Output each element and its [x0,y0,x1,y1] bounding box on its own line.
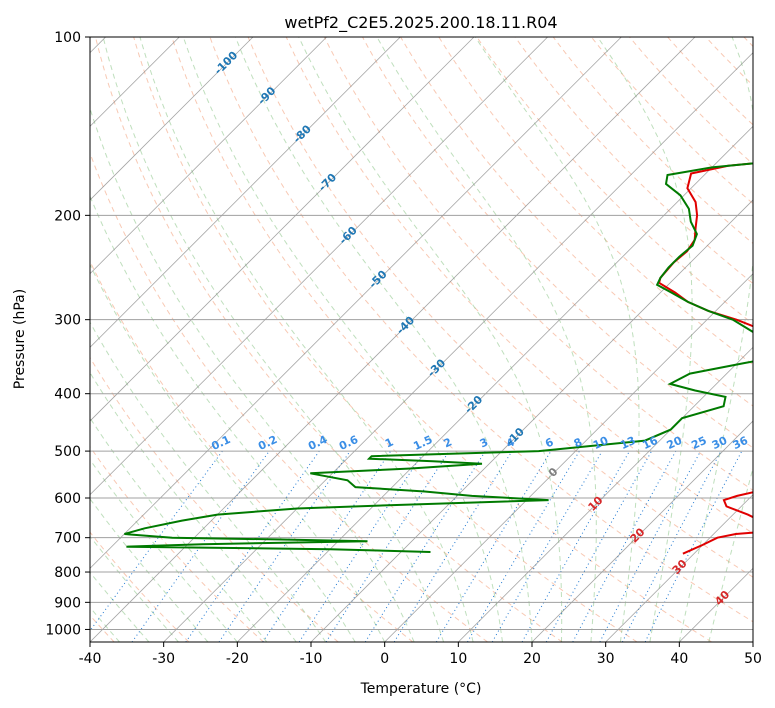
mixing-ratio-label: 36 [731,434,751,452]
x-tick-label: 30 [597,651,615,667]
mixing-ratio-line [218,450,351,642]
x-tick-label: 40 [670,651,688,667]
y-tick-label: 600 [54,491,81,507]
dry-adiabat [133,37,638,642]
isotherm [752,641,753,642]
mixing-ratio-line [467,450,580,642]
dry-adiabat [95,37,563,642]
dry-adiabat [323,37,753,491]
y-tick-label: 300 [54,313,81,329]
profiles [124,162,753,555]
mixing-ratio-line [364,450,486,642]
y-tick-label: 100 [54,30,81,46]
x-tick-label: -30 [152,651,175,667]
moist-adiabat [597,37,693,642]
dry-adiabat [90,356,339,642]
x-tick-label: 10 [449,651,467,667]
moist-adiabat [90,371,297,642]
y-tick-label: 1000 [45,622,81,638]
mixing-ratio-line [185,450,320,642]
dry-adiabat [438,37,753,366]
dewpoint-profile [124,162,753,553]
x-axis-label: Temperature (°C) [360,681,482,697]
isotherm [90,37,254,201]
moist-adiabat [90,106,415,642]
moist-adiabat [234,37,533,642]
mixing-ratio-line [521,450,630,642]
y-tick-label: 400 [54,387,81,403]
axes: -40 -30 -20 -10 0 10 20 30 40 50 100 200 300 400 500 60… [45,30,762,667]
isotherm [605,494,753,642]
mixing-ratio-line [572,450,677,642]
grid [90,37,753,642]
temperature-profile [657,162,753,555]
y-tick-label: 900 [54,595,81,611]
dry-adiabat [90,531,190,642]
x-tick-label: 20 [523,651,541,667]
mixing-ratio-label: 20 [665,434,685,452]
y-axis-label: Pressure (hPa) [12,289,28,389]
chart-title: wetPf2_C2E5.2025.200.18.11.R04 [284,13,557,33]
moist-adiabat [182,37,503,642]
dry-adiabat [400,37,753,407]
mixing-ratio-label: 25 [689,434,708,452]
mixing-ratio-label: 13 [618,434,637,452]
moist-adiabat [678,37,753,642]
x-tick-label: -40 [79,651,102,667]
isotherm [384,273,753,642]
moist-adiabat [90,321,327,642]
x-tick-label: -20 [226,651,249,667]
moist-adiabat [376,37,597,642]
x-tick-label: 0 [380,651,389,667]
isotherm [163,52,753,642]
mixing-ratio-label: 30 [710,434,730,452]
dry-adiabat [90,260,414,642]
dry-adiabat [247,37,753,578]
isotherm [90,37,622,569]
isotherm [90,37,401,348]
y-tick-label: 700 [54,531,81,547]
mixing-ratio-line [491,450,603,642]
dry-adiabat [209,37,753,623]
y-tick-label: 500 [54,444,81,460]
isotherm [310,199,753,642]
plot-background [90,37,753,642]
mixing-ratio-label: 10 [591,434,611,452]
background-lines [90,37,753,642]
isotherm [90,37,696,642]
isotherm [531,420,753,642]
isotherm [90,37,548,496]
plot-frame [89,36,754,643]
mixing-ratio-line [435,450,552,642]
y-tick-label: 800 [54,565,81,581]
x-tick-label: 50 [744,651,762,667]
y-tick-label: 200 [54,208,81,224]
moist-adiabat [139,37,474,642]
x-tick-label: -10 [300,651,323,667]
moist-adiabat [708,466,753,642]
moist-adiabat [102,37,445,642]
dry-adiabat [285,37,753,534]
mixing-ratio-label: 16 [640,434,660,452]
isotherm [90,37,327,275]
isotherm [90,37,475,422]
isotherm [458,346,753,642]
